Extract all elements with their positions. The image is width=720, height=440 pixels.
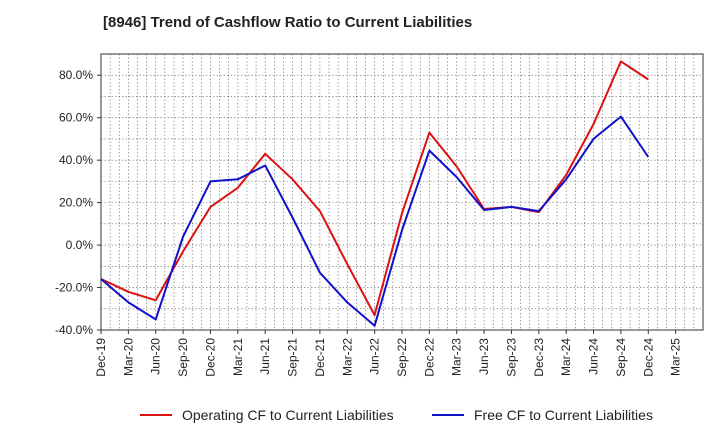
x-tick-label: Mar-24: [559, 338, 573, 376]
x-tick-label: Mar-23: [450, 338, 464, 376]
x-tick-label: Jun-23: [477, 338, 491, 375]
series-line-operating-cf: [100, 60, 649, 317]
x-tick-label: Dec-23: [532, 338, 546, 377]
y-tick-label: -40.0%: [55, 323, 93, 337]
x-tick-label: Mar-22: [340, 338, 354, 376]
x-tick-label: Jun-22: [368, 338, 382, 375]
y-tick-label: 20.0%: [59, 196, 93, 210]
x-tick-label: Dec-19: [94, 338, 108, 377]
y-tick-label: -20.0%: [55, 281, 93, 295]
x-tick-label: Jun-21: [258, 338, 272, 375]
x-tick-label: Sep-24: [614, 338, 628, 377]
legend-label: Free CF to Current Liabilities: [474, 407, 653, 423]
y-tick-label: 0.0%: [66, 238, 94, 252]
x-tick-label: Sep-23: [504, 338, 518, 377]
x-tick-label: Jun-20: [149, 338, 163, 375]
x-tick-label: Dec-22: [422, 338, 436, 377]
x-tick-label: Jun-24: [587, 338, 601, 375]
x-tick-label: Sep-22: [395, 338, 409, 377]
y-tick-label: 60.0%: [59, 111, 93, 125]
x-tick-label: Dec-20: [203, 338, 217, 377]
y-tick-label: 40.0%: [59, 153, 93, 167]
x-tick-label: Sep-21: [286, 338, 300, 377]
x-tick-label: Mar-21: [231, 338, 245, 376]
y-tick-label: 80.0%: [59, 68, 93, 82]
legend-label: Operating CF to Current Liabilities: [182, 407, 394, 423]
x-tick-label: Sep-20: [176, 338, 190, 377]
x-tick-label: Mar-20: [121, 338, 135, 376]
chart-title: [8946] Trend of Cashflow Ratio to Curren…: [103, 14, 473, 31]
series-line-free-cf: [100, 115, 650, 327]
x-tick-label: Dec-24: [641, 338, 655, 377]
x-tick-label: Dec-21: [313, 338, 327, 377]
x-tick-label: Mar-25: [669, 338, 683, 376]
